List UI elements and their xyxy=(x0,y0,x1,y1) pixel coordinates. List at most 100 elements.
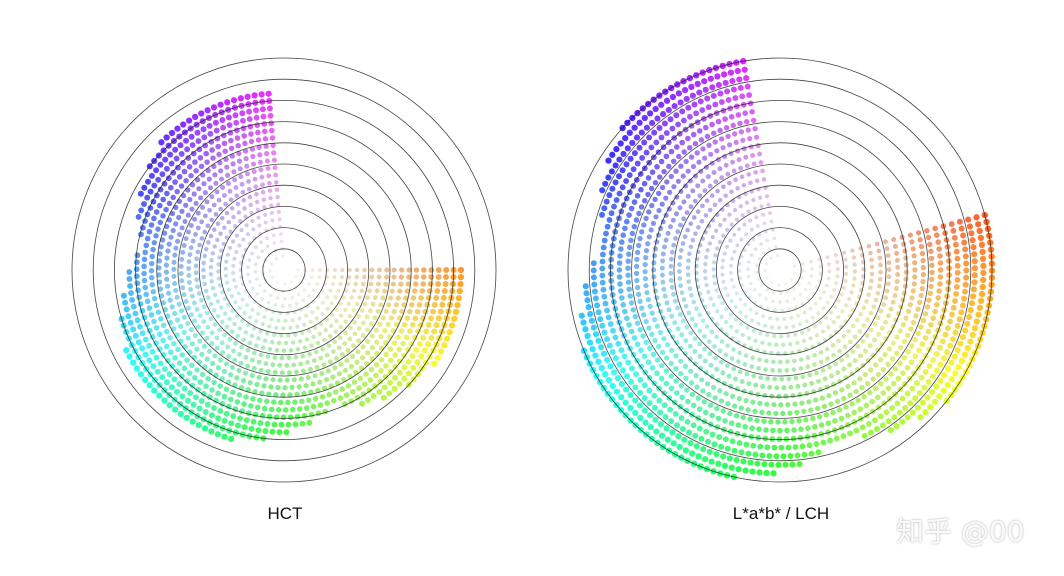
data-point xyxy=(964,344,971,352)
data-point xyxy=(683,375,689,382)
data-point xyxy=(349,295,354,300)
data-point xyxy=(629,230,636,237)
data-point xyxy=(970,244,977,251)
data-point xyxy=(149,281,156,288)
data-point xyxy=(696,225,701,230)
data-point xyxy=(733,317,738,322)
data-point xyxy=(623,161,630,168)
data-point xyxy=(697,328,703,334)
data-point xyxy=(678,358,684,364)
data-point xyxy=(329,312,335,318)
data-point xyxy=(611,369,618,376)
data-point xyxy=(272,369,278,375)
data-point xyxy=(252,350,257,356)
data-point xyxy=(201,343,208,349)
data-point xyxy=(166,371,173,378)
data-point xyxy=(761,314,766,319)
data-point xyxy=(914,404,921,411)
data-point xyxy=(950,227,957,234)
data-point xyxy=(779,291,783,296)
data-point xyxy=(732,95,739,101)
data-point xyxy=(892,293,898,298)
data-point xyxy=(245,363,251,369)
data-point xyxy=(686,279,691,284)
data-point xyxy=(283,340,289,346)
data-point xyxy=(962,327,969,334)
data-point xyxy=(223,410,230,417)
data-point xyxy=(752,451,759,458)
data-point xyxy=(668,148,675,155)
data-point xyxy=(789,461,796,468)
data-point xyxy=(725,363,730,369)
data-point xyxy=(757,151,763,157)
data-point xyxy=(235,333,241,339)
data-point xyxy=(720,370,726,376)
data-point xyxy=(149,348,156,355)
data-point xyxy=(181,314,187,320)
data-point xyxy=(645,297,652,303)
data-point xyxy=(157,161,164,168)
ring-4 xyxy=(694,184,866,356)
data-point xyxy=(356,338,362,344)
data-point xyxy=(902,405,909,411)
data-point xyxy=(275,296,280,300)
data-point xyxy=(376,274,382,280)
data-point xyxy=(367,308,373,314)
data-point xyxy=(317,275,322,280)
data-point xyxy=(792,296,797,301)
data-point xyxy=(246,272,251,277)
data-point xyxy=(713,451,720,458)
data-point xyxy=(181,243,187,248)
data-point xyxy=(192,394,199,401)
data-point xyxy=(274,325,279,330)
data-point xyxy=(189,382,196,389)
data-point xyxy=(604,356,611,364)
data-point xyxy=(271,233,276,238)
data-point xyxy=(688,368,694,374)
data-point xyxy=(649,331,655,337)
data-point xyxy=(883,409,890,416)
data-point xyxy=(814,333,820,338)
data-point xyxy=(713,253,718,258)
data-point xyxy=(885,361,891,367)
data-point xyxy=(644,290,650,296)
data-point xyxy=(820,439,827,446)
data-point xyxy=(783,436,790,442)
data-point xyxy=(750,355,755,361)
data-point xyxy=(918,243,925,250)
data-point xyxy=(250,251,254,256)
data-point xyxy=(255,427,262,434)
data-point xyxy=(737,269,742,273)
data-point xyxy=(628,237,634,244)
data-point xyxy=(954,347,961,354)
data-point xyxy=(726,373,732,379)
data-point xyxy=(922,311,929,317)
data-point xyxy=(587,310,594,318)
data-point xyxy=(247,123,254,130)
data-point xyxy=(283,318,288,323)
data-point xyxy=(382,288,388,294)
data-point xyxy=(770,470,777,477)
data-point xyxy=(719,314,724,319)
data-point xyxy=(925,328,932,335)
data-point xyxy=(428,274,435,280)
data-point xyxy=(273,172,279,178)
data-point xyxy=(376,281,381,287)
data-point xyxy=(880,390,886,396)
data-point xyxy=(656,343,662,350)
data-point xyxy=(332,339,338,345)
data-point xyxy=(761,461,768,468)
data-point xyxy=(652,105,659,113)
data-point xyxy=(286,333,291,338)
data-point xyxy=(756,469,763,476)
data-point xyxy=(262,428,269,435)
data-point xyxy=(808,407,814,413)
data-point xyxy=(186,266,192,271)
data-point xyxy=(861,393,867,400)
data-point xyxy=(590,274,597,281)
data-point xyxy=(767,341,772,347)
data-point xyxy=(801,408,807,415)
data-point xyxy=(163,379,170,386)
data-point xyxy=(373,362,380,368)
